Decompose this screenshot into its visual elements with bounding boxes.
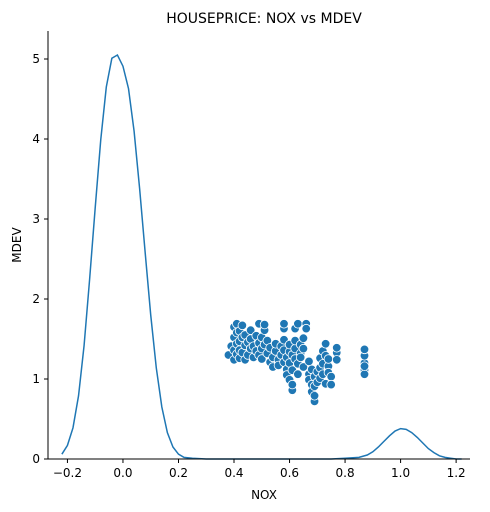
density-curve	[61, 53, 462, 460]
scatter-point	[309, 391, 320, 401]
y-tick-label: 3	[32, 212, 40, 226]
scatter-point	[279, 319, 289, 329]
plot-area	[61, 53, 462, 460]
scatter-point	[298, 333, 309, 343]
scatter-point	[301, 323, 311, 334]
x-tick-label: 1.0	[391, 466, 410, 480]
y-tick-label: 5	[32, 52, 40, 66]
scatter-point	[326, 371, 336, 382]
y-tick-label: 1	[32, 372, 40, 386]
scatter-point	[359, 369, 370, 379]
y-tick-label: 4	[32, 132, 40, 146]
y-tick-label: 0	[32, 452, 40, 466]
y-axis-ticks: 0 1 2 3 4 5	[32, 52, 48, 466]
scatter-point	[359, 344, 370, 355]
scatter-point	[304, 356, 314, 367]
x-tick-label: 0.6	[280, 466, 299, 480]
y-tick-label: 2	[32, 292, 40, 306]
scatter-point	[332, 355, 342, 365]
x-tick-label: 0.2	[169, 466, 188, 480]
scatter-point	[287, 379, 298, 390]
x-tick-label: 0.8	[336, 466, 355, 480]
scatter-point	[293, 319, 303, 329]
scatter-point	[332, 343, 342, 353]
x-tick-label: 0.4	[224, 466, 243, 480]
scatter-point	[259, 319, 270, 330]
scatter-point	[237, 320, 248, 331]
x-tick-label: 0.0	[113, 466, 132, 480]
scatter-point	[257, 354, 267, 364]
scatter-point	[298, 343, 309, 354]
scatter-point	[293, 369, 303, 379]
scatter-point	[295, 352, 306, 363]
scatter-point	[323, 354, 334, 364]
x-tick-label: 1.2	[447, 466, 466, 480]
scatter-point	[245, 325, 256, 335]
scatter-point	[320, 339, 331, 349]
x-axis-ticks: −0.2 0.0 0.2 0.4 0.6 0.8 1.0 1.2	[53, 459, 466, 480]
scatter-point	[326, 379, 336, 390]
x-axis-label: NOX	[251, 488, 277, 502]
y-axis-label: MDEV	[10, 227, 24, 263]
scatter-point	[359, 361, 370, 371]
chart-title: HOUSEPRICE: NOX vs MDEV	[166, 11, 362, 27]
x-tick-label: −0.2	[53, 466, 82, 480]
